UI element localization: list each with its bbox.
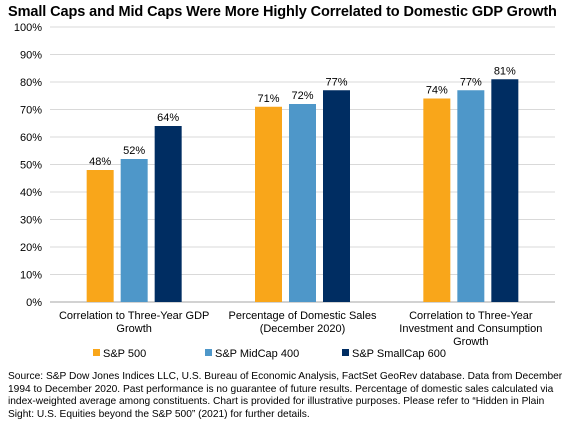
bar bbox=[323, 90, 350, 302]
category-label: (December 2020) bbox=[260, 323, 346, 335]
category-label: Investment and Consumption bbox=[399, 323, 542, 335]
legend-label: S&P MidCap 400 bbox=[215, 348, 299, 360]
y-tick-label: 0% bbox=[26, 297, 42, 309]
y-axis-ticks: 0% 10% 20% 30% 40% 50% 60% 70% 80% 90% 100% bbox=[14, 22, 42, 309]
data-label: 74% bbox=[426, 85, 448, 97]
category-label: Growth bbox=[116, 323, 151, 335]
category-labels: Correlation to Three-Year GDPGrowthPerce… bbox=[59, 310, 542, 348]
data-label: 71% bbox=[257, 93, 279, 105]
y-tick-label: 90% bbox=[20, 50, 42, 62]
y-tick-label: 100% bbox=[14, 22, 42, 34]
category-label: Correlation to Three-Year GDP bbox=[59, 310, 209, 322]
bar bbox=[120, 159, 148, 302]
y-tick-label: 10% bbox=[20, 270, 42, 282]
category-label: Growth bbox=[453, 336, 488, 348]
category-label: Percentage of Domestic Sales bbox=[229, 310, 377, 322]
legend-swatch bbox=[93, 349, 100, 356]
data-labels: 48% 52% 64% 71% 72% 77% 74% 77% 81% bbox=[89, 65, 516, 168]
y-tick-label: 70% bbox=[20, 105, 42, 117]
data-label: 77% bbox=[460, 76, 482, 88]
data-label: 77% bbox=[325, 76, 347, 88]
bar bbox=[154, 126, 182, 302]
bar bbox=[457, 90, 485, 302]
y-tick-label: 20% bbox=[20, 242, 42, 254]
bar bbox=[491, 79, 519, 302]
legend-swatch bbox=[342, 349, 349, 356]
legend-label: S&P 500 bbox=[103, 348, 146, 360]
legend-swatch bbox=[205, 349, 212, 356]
bar bbox=[289, 104, 316, 302]
data-label: 64% bbox=[157, 112, 179, 124]
bars bbox=[86, 79, 519, 302]
data-label: 72% bbox=[291, 90, 313, 102]
legend-label: S&P SmallCap 600 bbox=[352, 348, 446, 360]
chart-title: Small Caps and Mid Caps Were More Highly… bbox=[8, 4, 557, 20]
category-label: Correlation to Three-Year bbox=[409, 310, 533, 322]
bar bbox=[255, 106, 282, 302]
data-label: 81% bbox=[494, 65, 516, 77]
y-tick-label: 30% bbox=[20, 215, 42, 227]
source-note: Source: S&P Dow Jones Indices LLC, U.S. … bbox=[8, 371, 563, 420]
y-tick-label: 80% bbox=[20, 77, 42, 89]
data-label: 52% bbox=[123, 145, 145, 157]
legend: S&P 500 S&P MidCap 400 S&P SmallCap 600 bbox=[93, 348, 446, 360]
y-tick-label: 60% bbox=[20, 132, 42, 144]
data-label: 48% bbox=[89, 156, 111, 168]
bar bbox=[86, 170, 114, 302]
y-tick-label: 40% bbox=[20, 187, 42, 199]
bar bbox=[423, 98, 451, 302]
y-tick-label: 50% bbox=[20, 160, 42, 172]
